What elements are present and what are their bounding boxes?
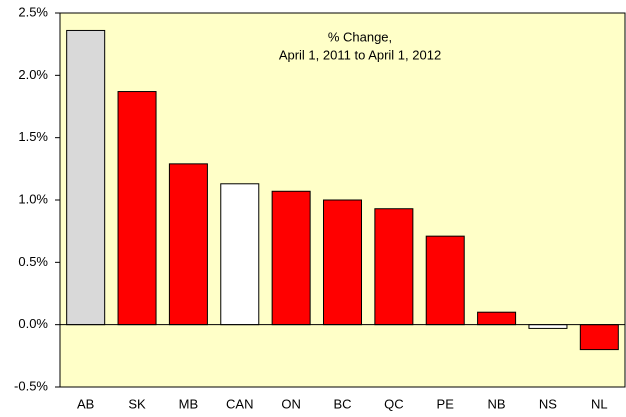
y-tick-label: 0.5%: [18, 254, 48, 269]
x-tick-label: NL: [591, 396, 608, 411]
x-tick-label: ON: [281, 396, 301, 411]
bar: [117, 91, 157, 326]
bar: [168, 163, 208, 326]
bar: [322, 199, 363, 326]
y-tick-label: -0.5%: [14, 378, 48, 393]
y-tick-label: 0.0%: [18, 316, 48, 331]
chart-subtitle: April 1, 2011 to April 1, 2012: [279, 47, 441, 62]
bar: [374, 208, 414, 326]
x-tick-label: BC: [333, 396, 351, 411]
x-tick-label: PE: [437, 396, 455, 411]
bar: [528, 324, 568, 329]
bar: [477, 311, 517, 326]
x-tick-label: MB: [179, 396, 199, 411]
bar: [579, 324, 619, 351]
y-tick-label: 2.0%: [18, 67, 48, 82]
y-tick-label: 1.0%: [18, 191, 48, 206]
x-tick-label: CAN: [226, 396, 253, 411]
bar: [220, 183, 260, 326]
y-tick-label: 1.5%: [18, 129, 48, 144]
bar: [425, 235, 465, 326]
x-tick-label: NB: [488, 396, 506, 411]
x-tick-label: NS: [539, 396, 557, 411]
chart-title: % Change,: [328, 29, 392, 44]
x-tick-label: AB: [77, 396, 94, 411]
x-tick-label: SK: [128, 396, 146, 411]
bar: [66, 29, 106, 326]
bar: [271, 190, 311, 326]
y-tick-label: 2.5%: [18, 4, 48, 19]
x-tick-label: QC: [384, 396, 404, 411]
